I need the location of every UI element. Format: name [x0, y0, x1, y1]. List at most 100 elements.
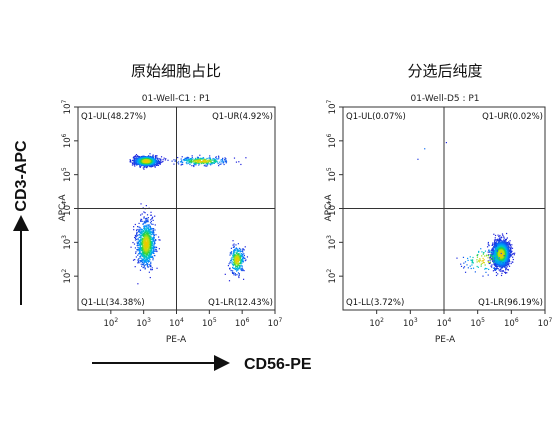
scatter-point: [150, 219, 152, 221]
scatter-point: [149, 246, 151, 248]
scatter-point: [143, 236, 145, 238]
scatter-point: [238, 249, 240, 251]
scatter-point: [167, 159, 169, 161]
scatter-point: [489, 262, 491, 264]
scatter-point: [147, 226, 150, 228]
scatter-point: [511, 250, 513, 252]
scatter-point: [175, 159, 177, 161]
scatter-point: [139, 243, 141, 245]
scatter-point: [245, 259, 247, 261]
scatter-point: [150, 261, 152, 263]
scatter-point: [234, 259, 236, 261]
scatter-point: [510, 253, 512, 255]
scatter-point: [498, 238, 501, 240]
scatter-point: [496, 246, 498, 248]
scatter-point: [140, 238, 143, 240]
scatter-point: [146, 243, 149, 245]
scatter-point: [157, 236, 160, 238]
scatter-point: [505, 241, 507, 243]
scatter-point: [133, 157, 135, 159]
scatter-point: [159, 162, 161, 164]
scatter-point: [507, 263, 509, 265]
scatter-point: [137, 243, 139, 245]
scatter-point: [150, 268, 152, 270]
scatter-point: [141, 261, 144, 264]
scatter-point: [142, 167, 144, 169]
scatter-point: [237, 249, 239, 251]
scatter-point: [142, 248, 144, 250]
scatter-point: [205, 160, 207, 162]
scatter-point: [151, 267, 153, 269]
y-tick-label: 106: [61, 133, 73, 148]
scatter-point: [136, 249, 138, 251]
scatter-point: [152, 257, 154, 259]
scatter-point: [141, 260, 143, 263]
scatter-point: [164, 159, 166, 161]
scatter-point: [235, 265, 237, 267]
scatter-point: [154, 155, 157, 157]
scatter-point: [509, 243, 511, 246]
scatter-point: [142, 252, 145, 254]
scatter-point: [165, 158, 167, 160]
scatter-point: [238, 276, 240, 279]
scatter-point: [141, 229, 143, 231]
scatter-point: [503, 239, 505, 241]
scatter-point: [506, 272, 508, 274]
scatter-point: [508, 241, 510, 243]
scatter-point: [231, 271, 234, 274]
scatter-point: [240, 258, 242, 260]
scatter-point: [507, 243, 509, 245]
scatter-point: [238, 263, 240, 265]
scatter-point: [143, 227, 146, 230]
scatter-point: [503, 240, 505, 242]
scatter-point: [146, 250, 148, 252]
scatter-point: [173, 163, 175, 165]
scatter-point: [207, 159, 209, 161]
scatter-point: [144, 235, 146, 238]
scatter-point: [236, 270, 238, 272]
scatter-point: [139, 245, 142, 247]
scatter-point: [494, 234, 497, 237]
scatter-point: [238, 274, 240, 276]
scatter-point: [514, 252, 516, 254]
scatter-point: [507, 260, 509, 262]
y-big-label: CD3-APC: [13, 140, 30, 212]
scatter-point: [234, 255, 236, 257]
scatter-point: [141, 247, 143, 249]
scatter-point: [488, 254, 490, 256]
scatter-point: [153, 234, 155, 236]
scatter-point: [505, 269, 507, 271]
scatter-point: [149, 239, 151, 242]
scatter-point: [228, 263, 230, 265]
scatter-point: [238, 273, 240, 275]
scatter-point: [213, 162, 216, 164]
scatter-point: [495, 249, 498, 252]
scatter-point: [152, 165, 154, 167]
scatter-point: [143, 258, 145, 260]
scatter-point: [150, 158, 152, 160]
scatter-point: [236, 264, 238, 266]
scatter-point: [183, 159, 185, 162]
scatter-point: [496, 267, 498, 269]
scatter-point: [148, 248, 150, 250]
scatter-point: [134, 237, 137, 239]
scatter-point: [134, 161, 136, 163]
scatter-point: [491, 264, 493, 266]
scatter-point: [198, 164, 200, 166]
scatter-point: [146, 226, 148, 228]
scatter-point: [142, 259, 144, 262]
scatter-point: [152, 219, 154, 221]
scatter-point: [234, 263, 236, 265]
scatter-point: [486, 246, 489, 248]
scatter-point: [233, 267, 235, 270]
scatter-point: [495, 239, 497, 241]
scatter-point: [500, 267, 503, 269]
scatter-point: [146, 244, 148, 246]
scatter-point: [142, 223, 144, 225]
scatter-point: [142, 244, 144, 246]
scatter-point: [143, 256, 145, 258]
scatter-point: [134, 266, 136, 268]
scatter-point: [237, 258, 239, 260]
scatter-point: [148, 255, 150, 258]
scatter-point: [139, 245, 142, 247]
